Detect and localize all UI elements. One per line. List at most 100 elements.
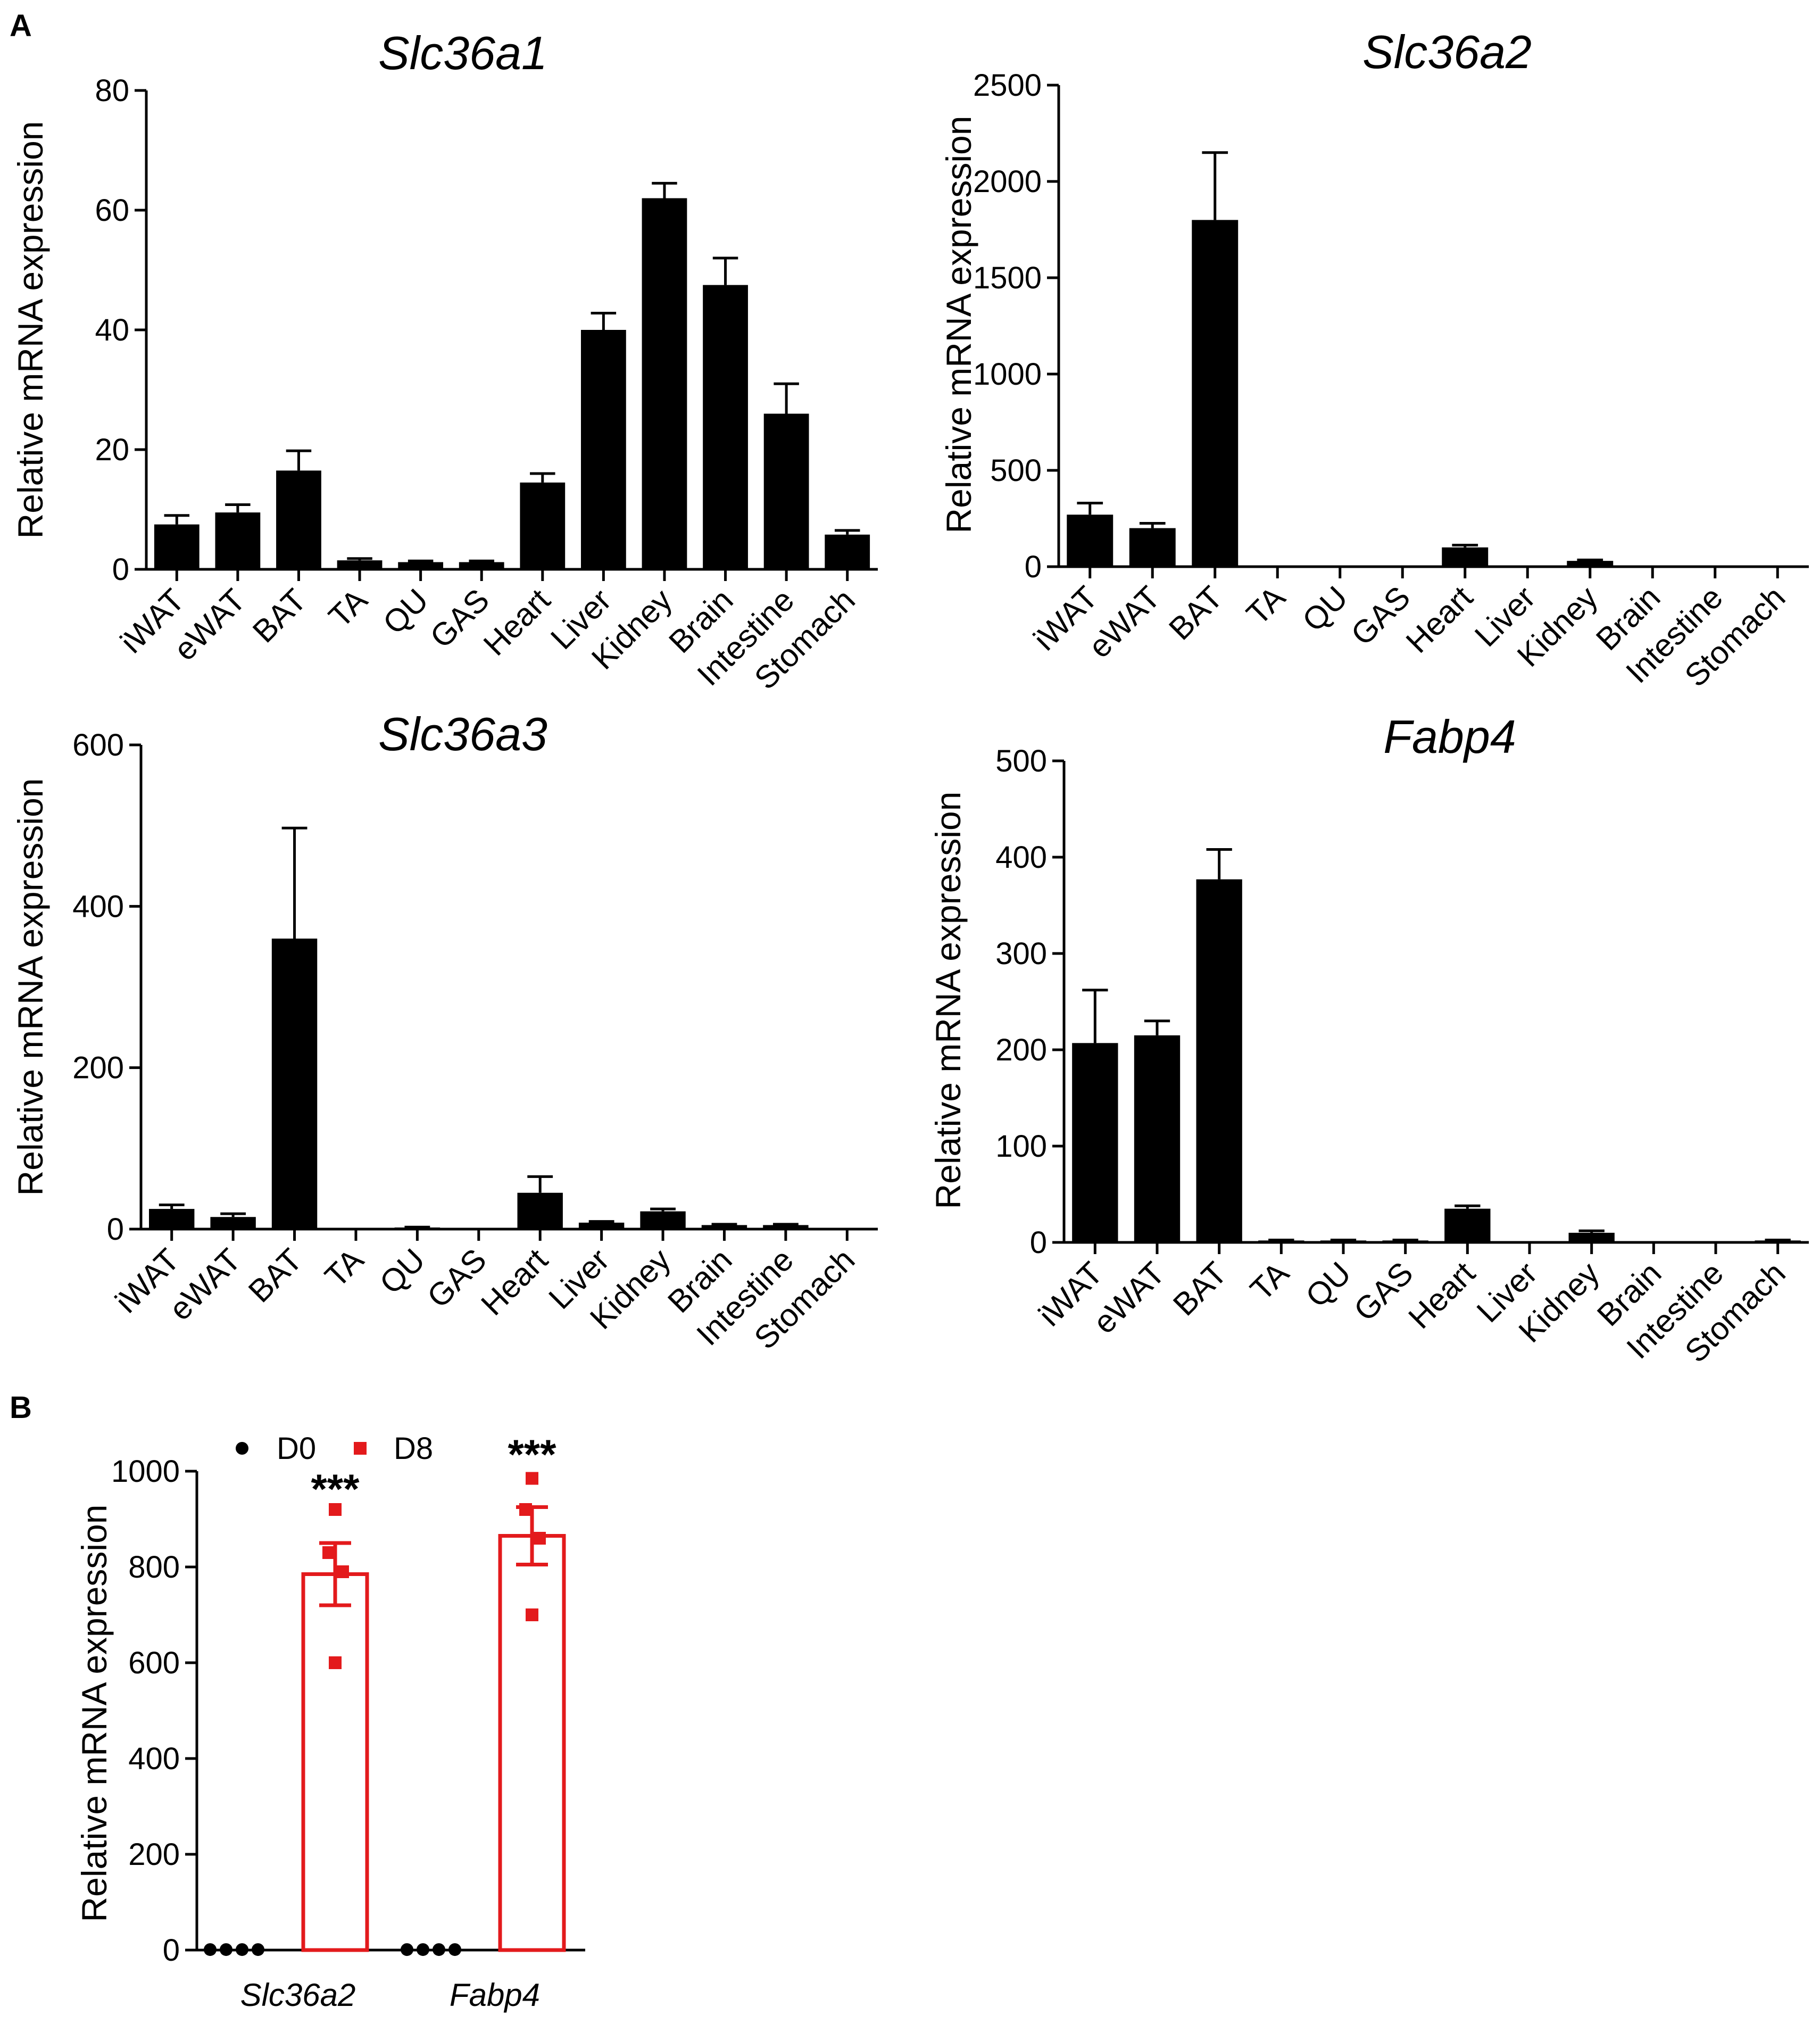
y-axis-label: Relative mRNA expression <box>11 778 50 1196</box>
chart-title: Slc36a1 <box>378 27 547 79</box>
x-tick-label-bat: BAT <box>1162 579 1229 647</box>
d0-point-fabp4 <box>433 1943 445 1956</box>
chart-title: Slc36a3 <box>378 708 547 760</box>
bar-bat <box>276 470 321 569</box>
x-tick-label-heart: Heart <box>1399 579 1480 660</box>
y-tick-label: 0 <box>163 1933 180 1968</box>
bar-iwat <box>1072 1043 1118 1242</box>
bar-kidney <box>640 1211 686 1229</box>
y-tick-label: 600 <box>128 1646 180 1680</box>
bar-qu <box>1320 1240 1367 1242</box>
d0-point-slc36a2 <box>236 1943 248 1956</box>
y-tick-label: 200 <box>995 1033 1047 1067</box>
bar-gas <box>1382 1240 1428 1242</box>
d0-point-fabp4 <box>401 1943 413 1956</box>
d0-point-slc36a2 <box>204 1943 217 1956</box>
bar-bat <box>1192 220 1239 567</box>
chart-title: Fabp4 <box>1383 710 1516 763</box>
x-tick-label-qu: QU <box>1295 579 1354 638</box>
bar-heart <box>520 482 566 569</box>
d8-point-fabp4 <box>526 1472 538 1485</box>
d0-point-fabp4 <box>417 1943 429 1956</box>
x-tick-label-ta: TA <box>322 582 374 634</box>
bar-brain <box>701 1225 747 1229</box>
y-tick-label: 40 <box>95 313 129 347</box>
chart-panel-b: Relative mRNA expression 0 200 400 600 800 100… <box>74 1431 585 2013</box>
bar-ewat <box>210 1217 256 1229</box>
y-tick-label: 20 <box>95 433 129 467</box>
y-tick-label: 300 <box>995 936 1047 971</box>
y-tick-label: 500 <box>995 744 1047 778</box>
y-tick-label: 60 <box>95 193 129 228</box>
bar-brain <box>703 285 748 569</box>
bar-heart <box>517 1192 563 1229</box>
panel-label-a: A <box>10 9 32 43</box>
bar-bat <box>271 939 318 1229</box>
chart-slc36a1: Slc36a1 Relative mRNA expression 0 20 40 60 80… <box>11 27 878 696</box>
d0-point-slc36a2 <box>252 1943 264 1956</box>
bar-kidney <box>1568 1232 1615 1242</box>
bar-ta <box>1258 1240 1304 1242</box>
bar-iwat <box>149 1209 195 1229</box>
y-tick-label: 1000 <box>973 357 1042 392</box>
d0-point-slc36a2 <box>220 1943 232 1956</box>
chart-title: Slc36a2 <box>1362 26 1532 78</box>
y-tick-label: 2500 <box>973 68 1042 103</box>
bar-iwat <box>1067 515 1113 567</box>
bar-heart <box>1444 1208 1491 1242</box>
chart-slc36a2: Slc36a2 Relative mRNA expression 0 500 1000 1… <box>939 26 1809 694</box>
bar-liver <box>580 330 626 569</box>
d8-point-fabp4 <box>526 1608 538 1621</box>
bar-liver <box>578 1222 625 1229</box>
bar-bat <box>1196 879 1242 1242</box>
x-tick-label-ewat: eWAT <box>162 1242 248 1328</box>
y-tick-label: 200 <box>128 1837 180 1872</box>
y-tick-label: 100 <box>995 1129 1047 1164</box>
y-axis-label: Relative mRNA expression <box>74 1505 114 1922</box>
significance-slc36a2: *** <box>311 1465 360 1512</box>
y-tick-label: 400 <box>72 889 124 924</box>
bar-ewat <box>1134 1035 1181 1242</box>
x-tick-label-ta: TA <box>318 1242 370 1294</box>
d0-point-fabp4 <box>448 1943 461 1956</box>
d8-point-slc36a2 <box>336 1565 349 1578</box>
x-tick-label-ta: TA <box>1240 579 1292 632</box>
legend-marker-d8 <box>354 1442 367 1455</box>
bar-iwat <box>154 524 200 569</box>
x-tick-label-heart: Heart <box>474 1242 554 1322</box>
y-tick-label: 1000 <box>111 1454 180 1489</box>
bar-ta <box>337 560 383 569</box>
d8-point-slc36a2 <box>329 1503 342 1516</box>
y-tick-label: 0 <box>1025 550 1042 584</box>
bar-heart <box>1442 547 1489 567</box>
d8-point-fabp4 <box>519 1503 532 1516</box>
bar-intestine <box>763 1225 809 1229</box>
legend-label-d0: D0 <box>277 1431 316 1466</box>
d8-point-fabp4 <box>533 1532 546 1545</box>
y-tick-label: 0 <box>107 1212 124 1247</box>
d8-point-slc36a2 <box>329 1656 342 1669</box>
x-tick-label-heart: Heart <box>477 582 557 662</box>
y-tick-label: 600 <box>72 728 124 762</box>
d8-point-slc36a2 <box>322 1546 335 1559</box>
x-tick-label-bat: BAT <box>1166 1255 1234 1323</box>
bar-qu <box>394 1227 441 1229</box>
x-tick-label-bat: BAT <box>242 1242 309 1309</box>
y-tick-label: 800 <box>128 1550 180 1585</box>
bar-d8-slc36a2 <box>301 1572 369 1952</box>
y-tick-label: 1500 <box>973 261 1042 295</box>
y-tick-label: 200 <box>72 1051 124 1085</box>
bar-stomach <box>825 534 870 569</box>
y-tick-label: 80 <box>95 73 129 108</box>
y-tick-label: 0 <box>1030 1225 1047 1260</box>
y-tick-label: 500 <box>990 453 1042 488</box>
bar-kidney <box>1567 561 1614 567</box>
bar-kidney <box>642 198 687 569</box>
significance-fabp4: *** <box>508 1431 556 1478</box>
bar-ewat <box>215 512 261 569</box>
chart-slc36a3: Slc36a3 Relative mRNA expression 0 200 400 60… <box>11 708 878 1356</box>
legend-marker-d0 <box>236 1442 248 1455</box>
x-tick-label-heart: Heart <box>1401 1255 1482 1336</box>
x-tick-label-bat: BAT <box>246 582 313 650</box>
